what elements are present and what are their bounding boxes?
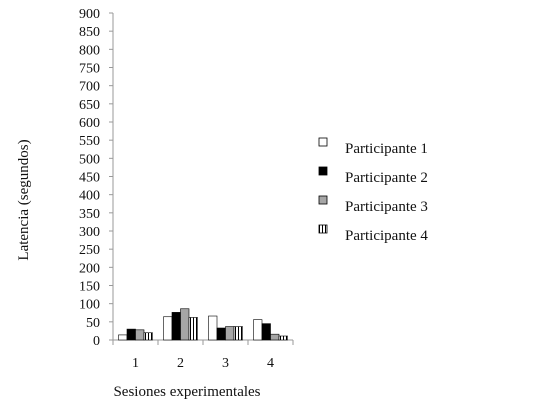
- y-axis-title: Latencia (segundos): [16, 139, 32, 260]
- bar: [216, 327, 226, 341]
- y-tick-label: 500: [79, 152, 100, 167]
- bar: [270, 333, 280, 341]
- legend-label: Participante 3: [345, 199, 428, 215]
- y-axis: 0 50 100 150 200 250 300 350 400 450 500 550 600 650 7…: [79, 7, 114, 349]
- legend-swatch: [318, 195, 328, 205]
- y-tick-label: 900: [79, 7, 100, 22]
- bars: [118, 308, 288, 341]
- y-tick-label: 700: [79, 80, 100, 95]
- bar: [135, 329, 145, 341]
- legend-swatch: [318, 137, 328, 147]
- bar: [208, 315, 218, 341]
- y-tick-label: 750: [79, 62, 100, 77]
- legend-swatch: [318, 166, 328, 176]
- bar: [253, 319, 263, 341]
- bar: [180, 308, 190, 341]
- bar: [143, 332, 153, 341]
- y-tick-label: 600: [79, 116, 100, 131]
- bar: [171, 312, 181, 341]
- x-tick-label: 4: [267, 356, 274, 371]
- y-tick-label: 300: [79, 225, 100, 240]
- y-tick-label: 650: [79, 98, 100, 113]
- y-tick-label: 0: [93, 334, 100, 349]
- y-tick-label: 50: [86, 316, 100, 331]
- bar: [188, 317, 198, 341]
- x-axis: 1 2 3 4: [112, 339, 294, 371]
- legend-label: Participante 1: [345, 141, 428, 157]
- bar: [261, 323, 271, 341]
- bar: [233, 326, 243, 341]
- y-tick-label: 450: [79, 171, 100, 186]
- x-tick-label: 3: [222, 356, 229, 371]
- bar: [225, 326, 235, 341]
- bar: [118, 334, 128, 341]
- y-tick-label: 850: [79, 25, 100, 40]
- y-tick-label: 250: [79, 243, 100, 258]
- y-tick-label: 400: [79, 189, 100, 204]
- x-tick-label: 2: [177, 356, 184, 371]
- y-tick-label: 350: [79, 207, 100, 222]
- y-tick-label: 100: [79, 298, 100, 313]
- x-tick-label: 1: [132, 356, 139, 371]
- legend-swatch: [318, 224, 328, 234]
- y-tick-label: 550: [79, 134, 100, 149]
- bar: [126, 328, 136, 341]
- legend-label: Participante 4: [345, 228, 428, 244]
- bar: [278, 335, 288, 341]
- x-axis-title: Sesiones experimentales: [113, 384, 260, 400]
- legend-label: Participante 2: [345, 170, 428, 186]
- legend: Participante 1 Participante 2 Participante…: [318, 137, 428, 244]
- y-tick-label: 200: [79, 261, 100, 276]
- bar: [163, 316, 173, 341]
- y-tick-label: 800: [79, 43, 100, 58]
- y-tick-label: 150: [79, 280, 100, 295]
